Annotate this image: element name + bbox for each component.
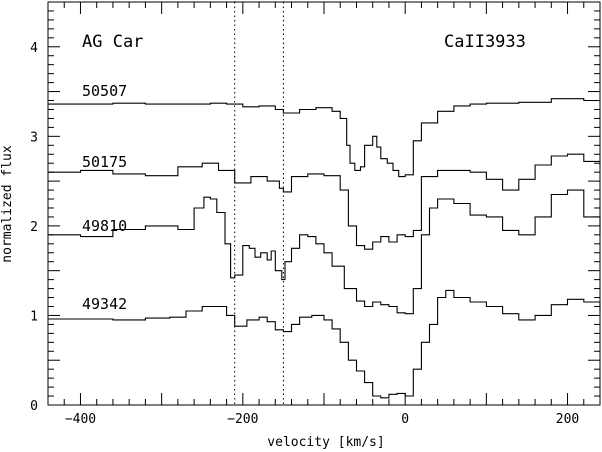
series-line-50507: [48, 98, 601, 178]
y-tick-label: 0: [30, 399, 38, 414]
line-label: CaII3933: [444, 32, 526, 52]
axes-frame: [47, 1, 601, 406]
object-label: AG Car: [82, 32, 143, 52]
y-tick-label: 3: [30, 130, 38, 145]
series-label-50507: 50507: [82, 82, 127, 100]
reference-lines: [234, 2, 284, 405]
plot-frame: [47, 1, 601, 406]
series-line-49342: [48, 289, 601, 399]
y-tick-label: 2: [30, 220, 38, 235]
x-tick-label: 200: [556, 412, 579, 427]
series-label-49810: 49810: [82, 217, 127, 235]
series-lines: [48, 98, 601, 399]
x-tick-label: −200: [227, 412, 258, 427]
y-tick-label: 4: [30, 41, 38, 56]
y-axis-title: normalized flux: [0, 145, 15, 263]
series-label-49342: 49342: [82, 295, 127, 313]
x-axis-title: velocity [km/s]: [267, 435, 384, 450]
series-line-50175: [48, 153, 601, 250]
y-tick-label: 1: [30, 309, 38, 324]
x-tick-label: −400: [65, 412, 96, 427]
tick-labels: −400 −200 0 200 0 1 2 3 4: [30, 41, 579, 427]
x-tick-label: 0: [401, 412, 409, 427]
series-label-50175: 50175: [82, 153, 127, 171]
series-line-49810: [48, 189, 601, 315]
